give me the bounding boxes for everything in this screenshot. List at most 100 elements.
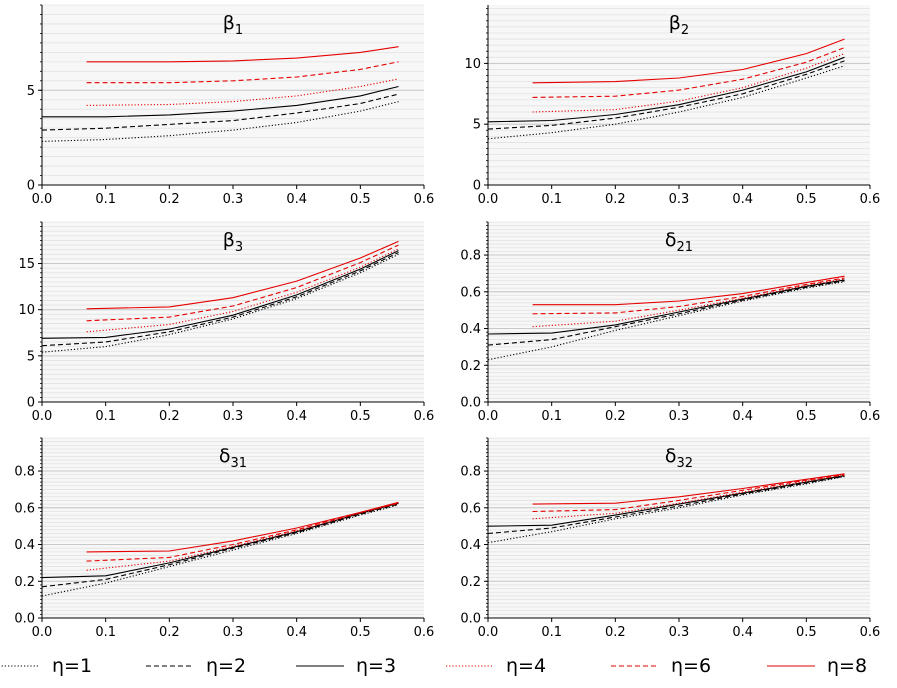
series-line-η-1 <box>41 101 399 142</box>
panel-title: δ32 <box>665 445 693 471</box>
legend-item: η=6 <box>611 655 711 677</box>
series-line-η-2 <box>487 475 845 535</box>
series-line-η-1 <box>487 281 845 361</box>
panel-title: δ21 <box>665 229 693 255</box>
x-tick-label: 0.1 <box>95 192 116 207</box>
y-tick-label: 0.2 <box>460 575 481 590</box>
series-line-η-8 <box>532 38 845 84</box>
x-tick-label: 0.2 <box>605 192 626 207</box>
y-tick-label: 0 <box>27 396 35 411</box>
y-tick-label: 0.8 <box>460 249 481 264</box>
x-tick-label: 0.3 <box>223 625 244 640</box>
y-tick-label: 10 <box>464 57 481 72</box>
y-tick-label: 5 <box>473 118 481 133</box>
x-tick-label: 0.4 <box>286 625 307 640</box>
x-tick-label: 0.1 <box>541 625 562 640</box>
series-line-η-6 <box>532 47 845 98</box>
x-tick-label: 0.4 <box>732 192 753 207</box>
y-tick-label: 0.0 <box>14 612 35 627</box>
series-line-η-8 <box>86 240 399 310</box>
panel-title: β2 <box>669 12 689 38</box>
y-tick-label: 0.6 <box>460 501 481 516</box>
x-tick-label: 0.0 <box>32 625 53 640</box>
x-tick-label: 0.1 <box>541 409 562 424</box>
series-line-η-8 <box>86 46 399 63</box>
series-line-η-1 <box>41 504 399 597</box>
legend-item: η=8 <box>767 655 867 677</box>
series-line-η-6 <box>532 474 845 513</box>
panel-title: δ31 <box>219 445 247 471</box>
legend-item: η=4 <box>446 655 546 677</box>
x-tick-label: 0.5 <box>796 192 817 207</box>
x-tick-label: 0.5 <box>350 625 371 640</box>
x-tick-label: 0.6 <box>860 625 881 640</box>
series-line-η-3 <box>41 250 399 339</box>
x-tick-label: 0.4 <box>286 409 307 424</box>
x-tick-label: 0.2 <box>605 409 626 424</box>
legend-label: η=8 <box>827 655 867 677</box>
x-tick-label: 0.5 <box>796 409 817 424</box>
y-tick-label: 0.2 <box>14 575 35 590</box>
plot-area <box>42 438 424 618</box>
x-tick-label: 0.3 <box>669 409 690 424</box>
y-tick-label: 0.0 <box>460 396 481 411</box>
y-tick-label: 0.2 <box>460 359 481 374</box>
x-tick-label: 0.1 <box>95 409 116 424</box>
x-tick-label: 0.1 <box>541 192 562 207</box>
panel-title: β3 <box>223 229 243 255</box>
legend-label: η=1 <box>52 655 92 677</box>
plot-area <box>42 5 424 185</box>
panel-3: 0.0 0.2 0.4 0.6 0.8 0.0 0.1 0.2 0.3 0.4 0.5 0.6 δ21 <box>460 221 881 424</box>
series-line-η-2 <box>487 280 845 346</box>
y-tick-label: 0.8 <box>14 465 35 480</box>
panel-title: β1 <box>223 12 243 38</box>
legend: η=1 η=2 η=3 η=4 η=6 η=8 <box>0 655 867 677</box>
panel-4: 0.0 0.2 0.4 0.6 0.8 0.0 0.1 0.2 0.3 0.4 0.5 0.6 δ31 <box>14 437 435 640</box>
x-tick-label: 0.3 <box>669 625 690 640</box>
panel-5: 0.0 0.2 0.4 0.6 0.8 0.0 0.1 0.2 0.3 0.4 0.5 0.6 δ32 <box>460 437 881 640</box>
x-tick-label: 0.1 <box>95 625 116 640</box>
y-tick-label: 0.8 <box>460 465 481 480</box>
y-tick-label: 0 <box>27 179 35 194</box>
y-tick-label: 0.6 <box>14 501 35 516</box>
series-line-η-1 <box>487 65 845 140</box>
series-line-η-1 <box>41 253 399 353</box>
legend-label: η=2 <box>206 655 246 677</box>
legend-item: η=3 <box>296 655 396 677</box>
plot-area <box>488 438 870 618</box>
series-line-η-3 <box>487 279 845 335</box>
panel-1: 0 5 10 0.0 0.1 0.2 0.3 0.4 0.5 0.6 β2 <box>464 5 880 207</box>
x-tick-label: 0.2 <box>159 625 180 640</box>
legend-label: η=6 <box>671 655 711 677</box>
x-tick-label: 0.3 <box>223 409 244 424</box>
y-tick-label: 5 <box>27 84 35 99</box>
series-line-η-4 <box>532 53 845 113</box>
x-tick-label: 0.5 <box>350 409 371 424</box>
series-line-η-6 <box>86 244 399 322</box>
y-tick-label: 0.6 <box>460 285 481 300</box>
series-line-η-6 <box>86 61 399 84</box>
y-tick-label: 0.0 <box>460 612 481 627</box>
x-tick-label: 0.0 <box>32 192 53 207</box>
x-tick-label: 0.5 <box>796 625 817 640</box>
legend-label: η=4 <box>506 655 546 677</box>
y-tick-label: 10 <box>18 303 35 318</box>
x-tick-label: 0.6 <box>414 625 435 640</box>
series-line-η-4 <box>532 278 845 328</box>
x-tick-label: 0.5 <box>350 192 371 207</box>
series-line-η-6 <box>86 502 399 562</box>
series-line-η-8 <box>86 501 399 553</box>
series-line-η-3 <box>41 502 399 579</box>
series-line-η-2 <box>41 252 399 347</box>
series-line-η-8 <box>532 275 845 306</box>
series-line-η-4 <box>532 474 845 520</box>
y-tick-label: 0.4 <box>460 538 481 553</box>
x-tick-label: 0.0 <box>478 625 499 640</box>
series-line-η-6 <box>532 277 845 315</box>
x-tick-label: 0.2 <box>605 625 626 640</box>
legend-item: η=1 <box>0 655 92 677</box>
x-tick-label: 0.6 <box>860 409 881 424</box>
x-tick-label: 0.4 <box>286 192 307 207</box>
x-tick-label: 0.2 <box>159 192 180 207</box>
